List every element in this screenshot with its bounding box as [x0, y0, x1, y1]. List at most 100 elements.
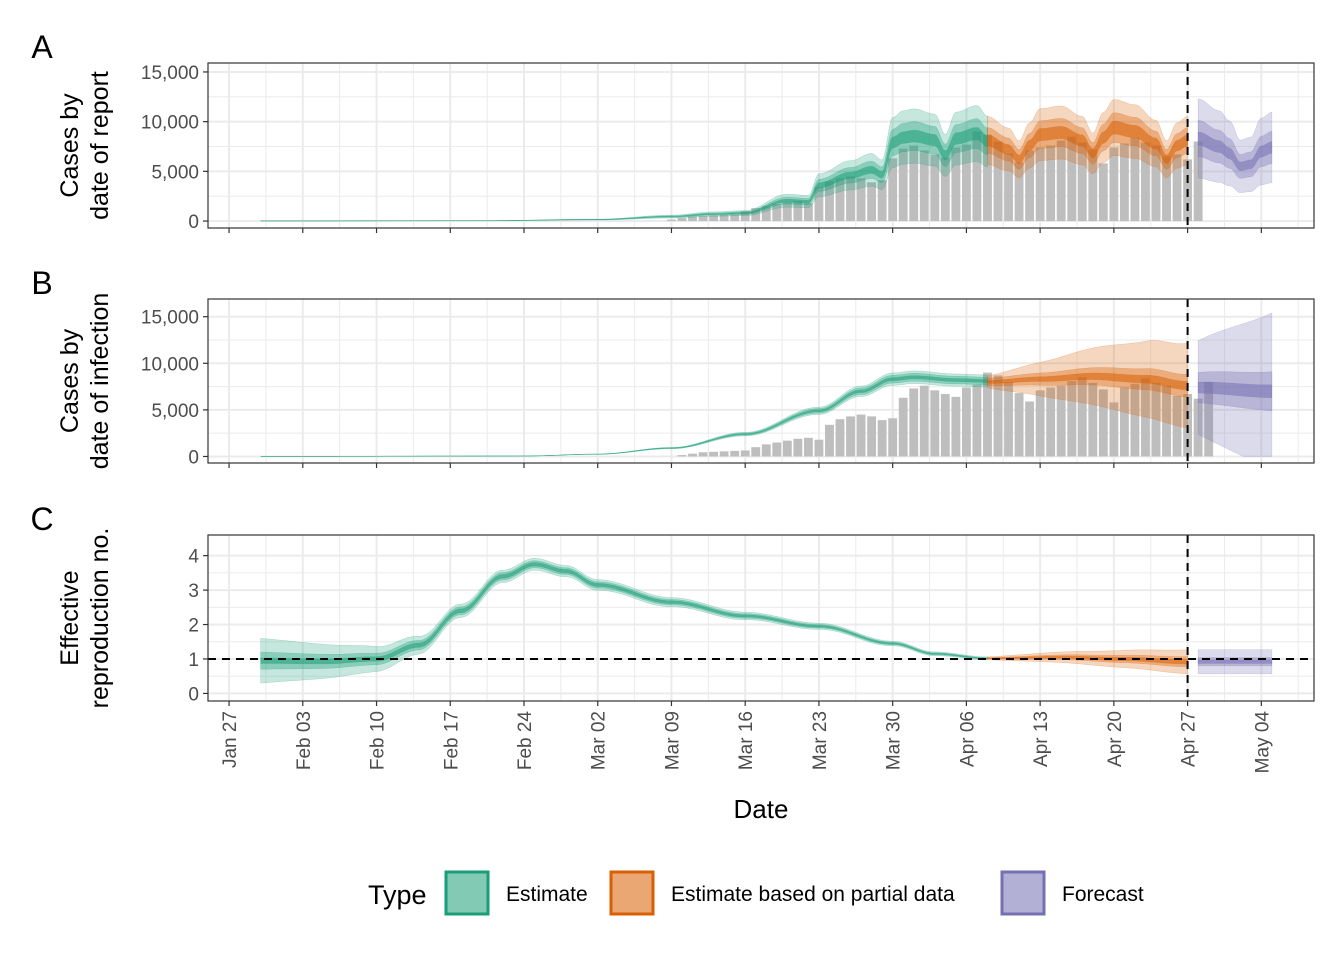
case-bar: [919, 385, 929, 457]
panel-b: 0 5,000 10,000 15,000 Cases bydate of infect…: [31, 265, 1315, 470]
case-bar: [698, 216, 708, 222]
case-bar: [1109, 402, 1119, 457]
credible-interval-band: [987, 649, 1188, 675]
case-bar: [782, 202, 792, 222]
y-tick-label: 15,000: [141, 308, 199, 329]
panel-border: [207, 534, 1315, 702]
case-bar: [983, 134, 992, 222]
y-tick-label: 2: [188, 616, 199, 637]
case-bar: [761, 444, 771, 457]
case-bar: [951, 396, 961, 457]
case-bar: [814, 187, 824, 222]
y-tick-label: 5,000: [151, 162, 199, 183]
case-bar: [772, 442, 782, 457]
case-bar: [993, 141, 1003, 222]
case-bar: [1014, 162, 1024, 222]
case-bar: [972, 131, 982, 222]
legend-key: [444, 870, 490, 916]
case-bar: [1151, 382, 1161, 457]
x-tick-label: Feb 03: [294, 711, 315, 770]
case-bar: [1035, 147, 1045, 222]
case-bar: [877, 180, 887, 222]
case-bar: [961, 387, 971, 457]
panel-label: A: [31, 29, 53, 65]
y-axis-title: Effectivereproduction no.: [56, 528, 114, 709]
legend-key: [1000, 870, 1046, 916]
case-bar: [740, 211, 750, 222]
x-tick-label: Feb 17: [441, 711, 462, 770]
case-bar: [835, 419, 845, 457]
case-bar: [930, 154, 940, 222]
case-bar: [856, 178, 866, 222]
case-bar: [1046, 145, 1056, 222]
case-bar: [877, 420, 887, 457]
case-bar: [919, 150, 929, 222]
y-axis-title: Cases bydate of report: [56, 71, 114, 220]
case-bar: [930, 390, 940, 457]
case-bar: [1151, 145, 1161, 222]
case-bar: [867, 416, 877, 457]
case-bar: [1130, 383, 1140, 457]
panel-label: B: [31, 265, 52, 301]
case-bar: [867, 182, 877, 222]
case-bar: [1046, 387, 1056, 457]
case-bar: [709, 451, 719, 457]
case-bar: [1077, 377, 1087, 457]
case-bar: [898, 397, 908, 457]
case-bar: [993, 375, 1003, 457]
x-tick-label: Mar 30: [884, 711, 905, 770]
y-tick-label: 0: [188, 684, 199, 705]
case-bar: [846, 176, 855, 222]
case-bar: [909, 388, 919, 457]
case-bar: [1035, 390, 1045, 457]
y-tick-label: 1: [188, 650, 199, 671]
credible-interval-band: [260, 560, 988, 670]
credible-interval-band: [987, 120, 1188, 164]
x-tick-label: Apr 20: [1105, 711, 1126, 767]
case-bar: [677, 455, 687, 457]
case-bar: [983, 372, 992, 457]
legend-item-label: Estimate based on partial data: [671, 883, 955, 906]
case-bar: [1109, 147, 1119, 222]
x-tick-label: Mar 23: [810, 711, 831, 770]
case-bar: [1056, 140, 1066, 222]
credible-interval-band: [1197, 131, 1273, 171]
case-bar: [688, 453, 697, 457]
case-bar: [751, 447, 761, 457]
case-bar: [1141, 378, 1150, 457]
y-axis-title-line: Effective: [56, 570, 84, 665]
case-bar: [1025, 150, 1035, 222]
case-bar: [1130, 137, 1140, 222]
panel-c: 0 1 2 3 4 Jan 27 Feb 03 Feb 10 Feb 17 Feb 24 Mar 0…: [30, 501, 1315, 774]
panel-label: C: [30, 501, 53, 537]
case-bar: [740, 450, 750, 457]
x-tick-label: Feb 10: [368, 711, 389, 770]
x-tick-label: Mar 02: [589, 711, 610, 770]
case-bar: [888, 418, 898, 457]
x-tick-label: Mar 09: [662, 711, 683, 770]
case-bar: [793, 438, 803, 457]
case-bar: [1204, 381, 1214, 457]
case-bar: [698, 452, 708, 457]
legend-item-label: Forecast: [1062, 883, 1144, 906]
credible-interval-band: [260, 105, 988, 222]
y-tick-label: 3: [188, 581, 199, 602]
legend-item-label: Estimate: [506, 883, 588, 906]
x-tick-label: May 04: [1252, 711, 1273, 774]
case-bar: [1162, 156, 1171, 222]
x-tick-label: Feb 24: [515, 711, 536, 771]
y-tick-label: 0: [188, 212, 199, 233]
x-tick-label: Apr 06: [957, 711, 978, 767]
credible-interval-band: [1197, 98, 1273, 193]
case-bar: [772, 204, 782, 222]
case-bar: [835, 178, 845, 222]
y-axis-title-line: reproduction no.: [86, 528, 114, 709]
case-bar: [940, 394, 950, 457]
y-tick-label: 4: [188, 547, 199, 568]
case-bar: [961, 144, 971, 222]
case-bar: [909, 145, 919, 222]
credible-interval-band: [1197, 381, 1273, 399]
y-axis-title: Cases bydate of infection: [56, 293, 114, 470]
y-axis-title-line: Cases by: [56, 328, 84, 433]
